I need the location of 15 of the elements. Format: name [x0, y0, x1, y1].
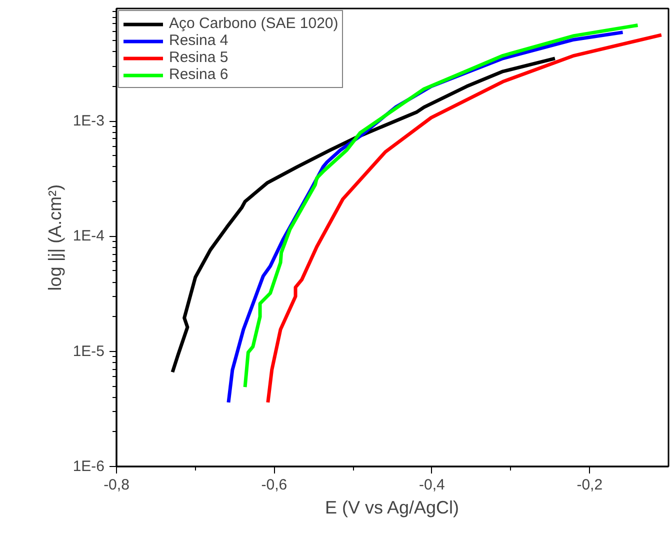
- x-tick-label: -0,4: [419, 476, 445, 494]
- legend-label: Resina 4: [169, 32, 228, 49]
- line-series: [266, 33, 664, 404]
- y-tick-label: 1E-4: [72, 228, 105, 245]
- y-axis-title: log |j| (A.cm²): [44, 184, 65, 291]
- y-tick-label: 1E-6: [72, 458, 105, 475]
- legend-label: Aço Carbono (SAE 1020): [169, 15, 338, 32]
- x-tick-label: -0,2: [576, 476, 603, 494]
- x-tick-label: -0,6: [261, 476, 288, 494]
- y-tick-label: 1E-5: [72, 342, 105, 360]
- legend-label: Resina 5: [169, 49, 228, 66]
- x-tick-label: -0,8: [104, 476, 130, 494]
- x-axis-title: E (V vs Ag/AgCl): [324, 498, 460, 518]
- legend-label: Resina 6: [169, 66, 228, 83]
- y-tick-label: 1E-3: [72, 112, 105, 130]
